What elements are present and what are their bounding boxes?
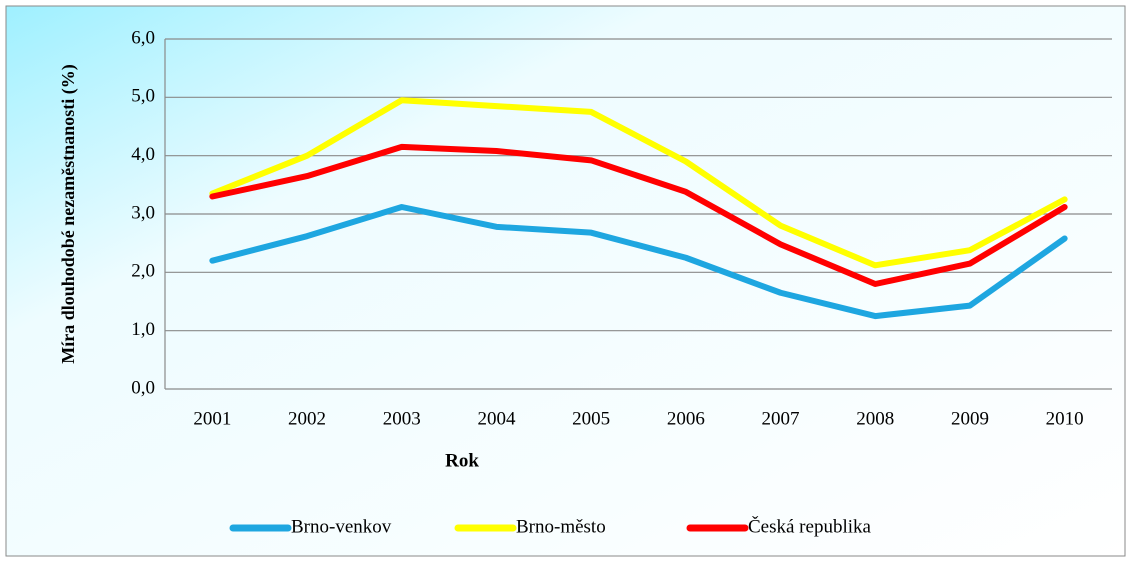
- data-line: [209, 204, 1068, 320]
- legend-label: Brno-město: [516, 516, 606, 537]
- y-tick-label: 2,0: [131, 261, 155, 282]
- x-tick-label: 2007: [762, 408, 800, 429]
- y-tick-label: 0,0: [131, 377, 155, 398]
- x-axis-label: Rok: [445, 450, 479, 471]
- y-axis-label: Míra dlouhodobé nezaměstnanosti (%): [58, 64, 79, 364]
- x-tick-label: 2002: [288, 408, 326, 429]
- legend-label: Brno-venkov: [291, 516, 392, 537]
- y-tick-label: 1,0: [131, 319, 155, 340]
- y-tick-label: 4,0: [131, 144, 155, 165]
- y-tick-label: 6,0: [131, 27, 155, 48]
- chart-background: [5, 5, 1126, 557]
- data-line: [209, 143, 1068, 287]
- y-tick-label: 3,0: [131, 202, 155, 223]
- x-tick-label: 2009: [951, 408, 989, 429]
- data-line: [209, 97, 1068, 269]
- x-tick-label: 2004: [477, 408, 516, 429]
- x-tick-label: 2008: [856, 408, 894, 429]
- x-tick-label: 2005: [572, 408, 610, 429]
- x-tick-label: 2010: [1046, 408, 1084, 429]
- y-tick-label: 5,0: [131, 86, 155, 107]
- legend-label: Česká republika: [748, 515, 872, 537]
- x-tick-label: 2006: [667, 408, 705, 429]
- x-tick-label: 2003: [383, 408, 421, 429]
- x-tick-label: 2001: [193, 408, 231, 429]
